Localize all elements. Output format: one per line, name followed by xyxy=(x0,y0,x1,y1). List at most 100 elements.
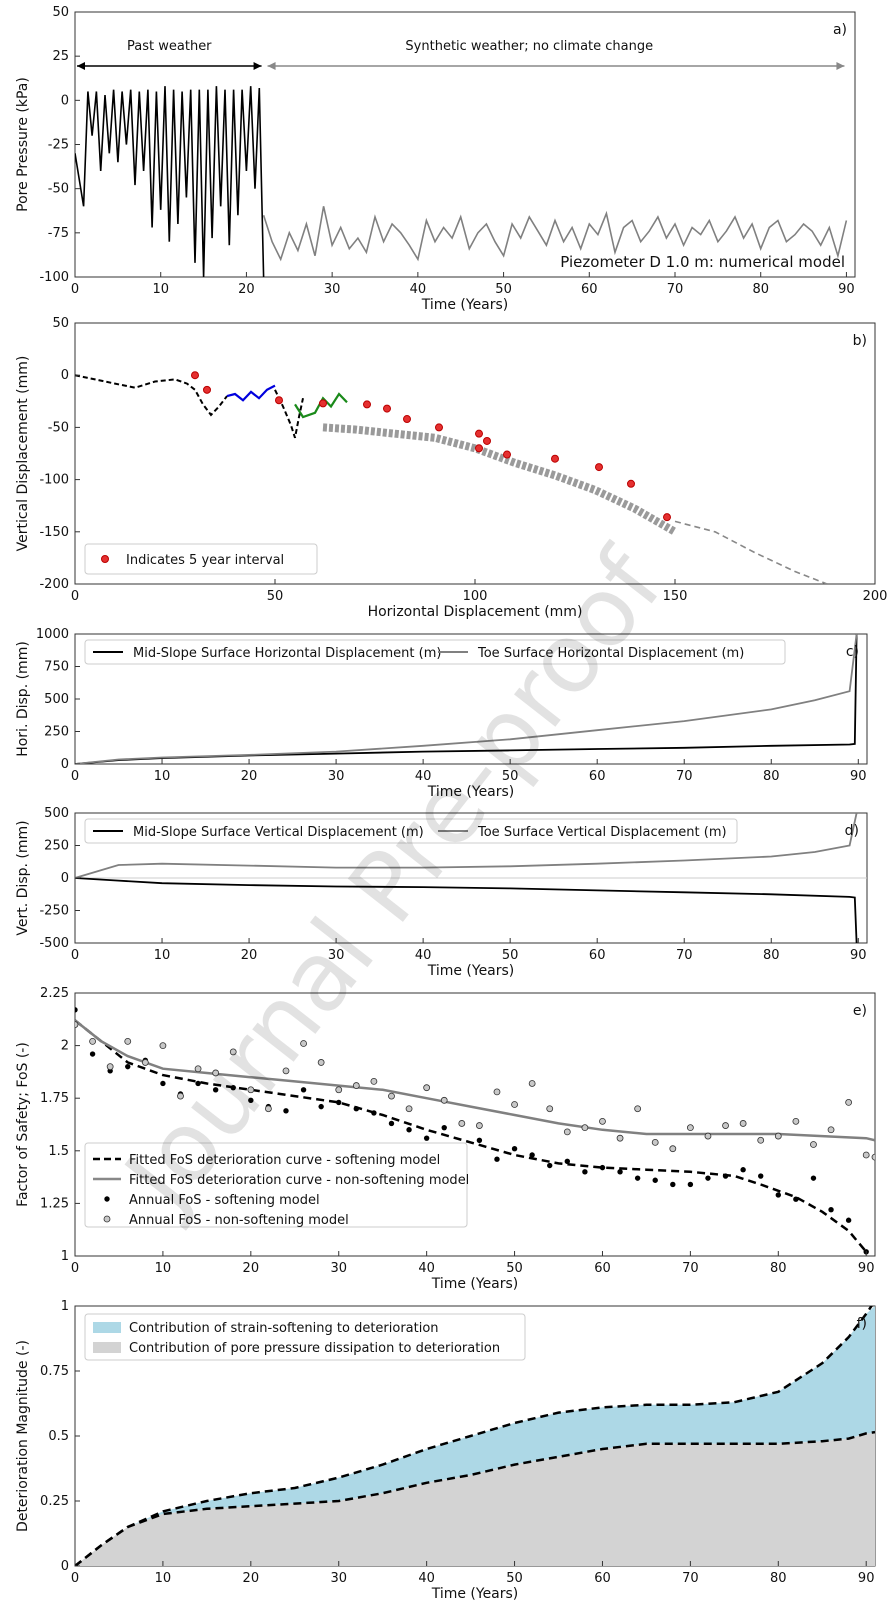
data-point-non-softening xyxy=(871,1153,875,1161)
panel-label: f) xyxy=(857,1316,867,1332)
chart-f: 0 10 20 30 40 50 60 70 80 90 0 0.25 0.5 0.75 1 Time (Ye… xyxy=(15,1299,876,1602)
y-tick-label: 1000 xyxy=(36,627,69,642)
legend-label: Mid-Slope Surface Horizontal Displacemen… xyxy=(133,646,441,661)
panel-label: a) xyxy=(833,22,847,38)
x-tick-label: 10 xyxy=(155,1571,172,1586)
path-black-2 xyxy=(274,389,304,439)
x-tick-label: 40 xyxy=(415,769,432,784)
data-point-softening xyxy=(212,1087,219,1093)
five-year-marker xyxy=(475,429,483,438)
data-point-non-softening xyxy=(335,1086,343,1094)
data-point-non-softening xyxy=(458,1120,466,1127)
chart-c: 0 10 20 30 40 50 60 70 80 90 0 250 500 750 1000 Time (Y… xyxy=(15,627,868,800)
data-point-non-softening xyxy=(546,1105,554,1113)
data-point-non-softening xyxy=(265,1105,272,1113)
x-tick-label: 50 xyxy=(502,948,519,963)
data-point-non-softening xyxy=(194,1065,202,1073)
x-axis-label: Horizontal Displacement (mm) xyxy=(368,604,583,620)
x-axis-label: Time (Years) xyxy=(421,297,509,313)
data-point-softening xyxy=(758,1173,764,1179)
arrowhead xyxy=(836,62,845,70)
data-point-non-softening xyxy=(282,1067,290,1075)
five-year-marker xyxy=(191,371,199,380)
x-tick-label: 100 xyxy=(463,589,488,604)
legend-label: Toe Surface Horizontal Displacement (m) xyxy=(477,646,744,661)
x-tick-label: 0 xyxy=(71,589,79,604)
y-tick-label: 0.5 xyxy=(48,1429,69,1444)
panel-label: b) xyxy=(853,333,867,349)
legend-box xyxy=(84,1142,468,1228)
y-tick-label: 250 xyxy=(44,725,69,740)
x-tick-label: 70 xyxy=(676,948,693,963)
y-axis-label: Vert. Disp. (mm) xyxy=(15,820,31,935)
x-axis-label: Time (Years) xyxy=(431,1586,519,1602)
data-point-softening xyxy=(371,1110,377,1116)
five-year-marker xyxy=(203,385,211,394)
x-tick-label: 30 xyxy=(328,769,345,784)
data-point-non-softening xyxy=(757,1136,765,1144)
plot-area xyxy=(75,813,867,943)
chart-e: 0 10 20 30 40 50 60 70 80 90 1 1.25 1.5 1.75 2 2.25 Time… xyxy=(15,986,876,1292)
data-point-softening xyxy=(810,1175,817,1181)
path-gray xyxy=(322,423,677,536)
y-tick-label: -100 xyxy=(39,473,69,488)
x-tick-label: 50 xyxy=(506,1571,523,1586)
upper-boundary xyxy=(75,1306,873,1566)
data-point-non-softening xyxy=(440,1096,448,1104)
data-point-non-softening xyxy=(634,1105,642,1113)
legend: Indicates 5 year interval xyxy=(84,543,318,575)
data-point-softening xyxy=(476,1137,483,1143)
data-point-non-softening xyxy=(124,1037,132,1045)
five-year-marker xyxy=(551,454,559,463)
data-point-softening xyxy=(617,1169,623,1175)
x-tick-label: 0 xyxy=(71,1571,79,1586)
data-point-softening xyxy=(75,1007,78,1013)
x-tick-label: 90 xyxy=(850,769,867,784)
legend-label: Contribution of strain-softening to dete… xyxy=(129,1321,439,1336)
chart-a: 0 10 20 30 40 50 60 70 80 90-100-75-50-2502550Tim… xyxy=(15,5,856,313)
plot-area xyxy=(75,86,848,277)
data-point-softening xyxy=(670,1181,676,1188)
x-tick-label: 10 xyxy=(154,948,171,963)
five-year-marker xyxy=(595,463,603,472)
data-point-softening xyxy=(125,1063,131,1070)
synthetic-weather-label: Synthetic weather; no climate change xyxy=(405,39,653,54)
x-tick-label: 20 xyxy=(241,769,258,784)
path-black xyxy=(75,374,228,417)
y-tick-label: 250 xyxy=(44,839,69,854)
x-tick-label: 40 xyxy=(418,1571,435,1586)
data-point-non-softening xyxy=(141,1059,149,1066)
y-axis-label: Vertical Displacement (mm) xyxy=(15,356,31,552)
five-year-marker xyxy=(627,479,635,488)
data-point-softening xyxy=(353,1106,360,1112)
x-tick-label: 20 xyxy=(238,282,255,297)
data-point-non-softening xyxy=(229,1048,237,1056)
chart-d: 0 10 20 30 40 50 60 70 80 90 -500 -250 0 250 500 Time (… xyxy=(15,806,868,979)
path-dashed-tail xyxy=(674,520,828,584)
data-point-non-softening xyxy=(686,1124,694,1132)
x-tick-label: 90 xyxy=(858,1261,875,1276)
five-year-marker xyxy=(319,399,327,408)
x-tick-label: 50 xyxy=(495,282,512,297)
x-tick-label: 40 xyxy=(418,1261,435,1276)
x-tick-label: 60 xyxy=(589,948,606,963)
fitted-curve-non-softening xyxy=(75,1019,875,1142)
data-point-softening xyxy=(687,1181,694,1188)
x-tick-label: 30 xyxy=(324,282,341,297)
y-tick-label: 1.5 xyxy=(48,1144,69,1159)
x-tick-label: 60 xyxy=(581,282,598,297)
y-tick-label: 0 xyxy=(61,757,69,772)
data-point-softening xyxy=(652,1177,658,1183)
area-strain-softening xyxy=(75,1306,875,1566)
x-tick-label: 90 xyxy=(850,948,867,963)
data-point-non-softening xyxy=(493,1088,501,1096)
data-point-non-softening xyxy=(616,1134,624,1142)
data-point-softening xyxy=(634,1175,641,1181)
legend-box xyxy=(84,639,786,665)
x-tick-label: 90 xyxy=(838,282,855,297)
y-tick-label: 2.25 xyxy=(40,986,69,1001)
past-weather-label: Past weather xyxy=(127,39,212,54)
plot-frame xyxy=(74,992,876,1257)
five-year-marker xyxy=(483,436,491,445)
